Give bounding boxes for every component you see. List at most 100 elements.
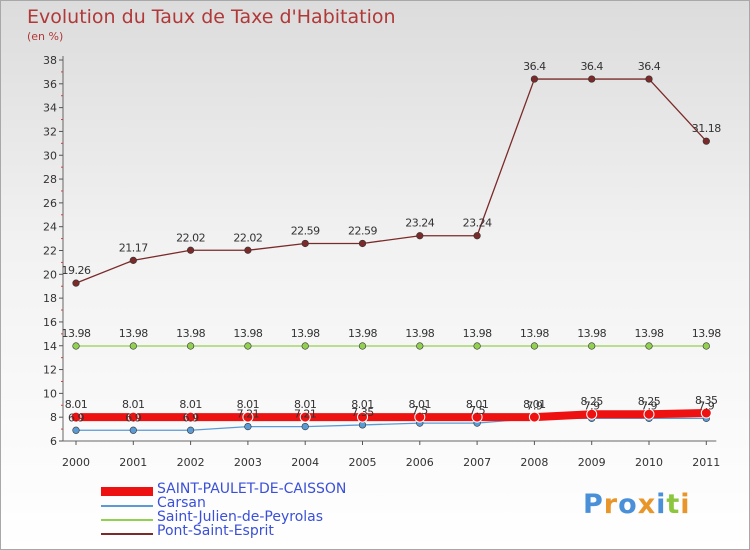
data-point [473,342,481,350]
logo-letter: t [666,489,681,520]
data-point [301,239,309,248]
data-label: 7.9 [641,399,657,412]
logo-letter: x [637,489,657,520]
data-label: 8.01 [179,398,202,411]
data-label: 7.5 [469,404,485,417]
y-tick-label: 20 [43,268,57,281]
data-label: 36.4 [523,60,546,73]
x-tick-label: 2006 [406,456,434,469]
data-point [244,246,252,254]
data-point [358,342,367,350]
data-point [244,342,252,350]
data-point [530,75,539,83]
data-label: 8.01 [122,398,145,411]
data-point [588,75,596,83]
x-tick-label: 2004 [291,456,319,469]
data-label: 8.35 [695,394,718,407]
series-line [75,78,707,284]
y-tick-label: 32 [43,125,57,138]
y-tick-label: 18 [43,292,57,305]
y-tick-label: 14 [43,340,57,353]
data-label: 6.9 [183,411,199,424]
y-tick-label: 10 [43,387,57,400]
data-point [301,342,309,350]
y-tick-label: 28 [43,173,57,186]
data-label: 13.98 [348,327,377,340]
x-tick-label: 2007 [463,456,491,469]
data-point [301,422,309,431]
logo-letter: r [603,489,619,520]
x-tick-label: 2010 [635,456,663,469]
x-tick-label: 2009 [578,456,606,469]
x-tick-label: 2005 [349,456,377,469]
y-tick-label: 24 [43,221,57,234]
data-point [127,411,139,423]
legend-label: Pont-Saint-Esprit [157,523,274,539]
x-tick-label: 2003 [234,456,262,469]
legend-item: Pont-Saint-Esprit [101,523,381,541]
data-label: 23.24 [405,217,434,230]
data-point [416,342,424,350]
data-point [187,342,195,350]
data-label: 8.01 [294,398,317,411]
data-label: 13.98 [291,327,320,340]
data-label: 23.24 [463,217,492,230]
data-point [72,279,80,287]
data-label: 19.26 [62,264,91,277]
data-label: 8.01 [351,398,374,411]
data-point [416,232,424,240]
data-point [645,342,653,350]
data-point [528,411,540,423]
legend-label: SAINT-PAULET-DE-CAISSON [157,481,347,497]
series-line [75,417,707,431]
data-label: 8.01 [466,398,489,411]
data-label: 7.21 [294,408,317,421]
y-tick-label: 22 [43,245,57,258]
data-point [72,426,80,434]
data-point [702,137,710,145]
chart-subtitle: (en %) [27,30,64,43]
x-tick-label: 2001 [119,456,147,469]
data-point [588,342,596,350]
data-point [244,422,252,431]
x-tick-label: 2008 [520,456,548,469]
y-tick-label: 16 [43,316,57,329]
data-point [357,411,368,423]
data-point [129,256,137,264]
data-label: 13.98 [577,327,606,340]
data-label: 13.98 [520,327,549,340]
data-label: 31.18 [692,122,721,135]
data-label: 13.98 [176,327,205,340]
data-label: 8.01 [237,398,260,411]
data-label: 8.01 [65,398,88,411]
data-label: 8.01 [523,398,546,411]
data-point [187,426,195,434]
data-label: 13.98 [635,327,664,340]
data-point [70,411,82,423]
legend-swatch [101,487,153,496]
data-label: 7.9 [698,399,714,412]
y-tick-label: 34 [43,102,57,115]
y-tick-label: 8 [50,411,57,424]
data-label: 7.9 [526,399,542,412]
data-point [643,408,655,420]
logo-letter: i [680,489,691,520]
data-point [645,75,653,83]
series-line [72,409,711,422]
data-point [702,342,710,350]
data-point [299,411,311,423]
legend-label: Carsan [157,495,206,511]
chart-title: Evolution du Taux de Taxe d'Habitation [27,6,396,28]
data-label: 7.35 [351,406,374,419]
y-tick-label: 30 [43,149,57,162]
data-point [700,407,712,419]
data-label: 6.9 [68,411,84,424]
y-tick-label: 6 [50,435,57,448]
data-point [471,411,483,423]
data-point [414,411,426,423]
data-label: 7.9 [584,399,600,412]
data-label: 22.02 [233,231,262,244]
data-label: 22.59 [291,224,320,237]
